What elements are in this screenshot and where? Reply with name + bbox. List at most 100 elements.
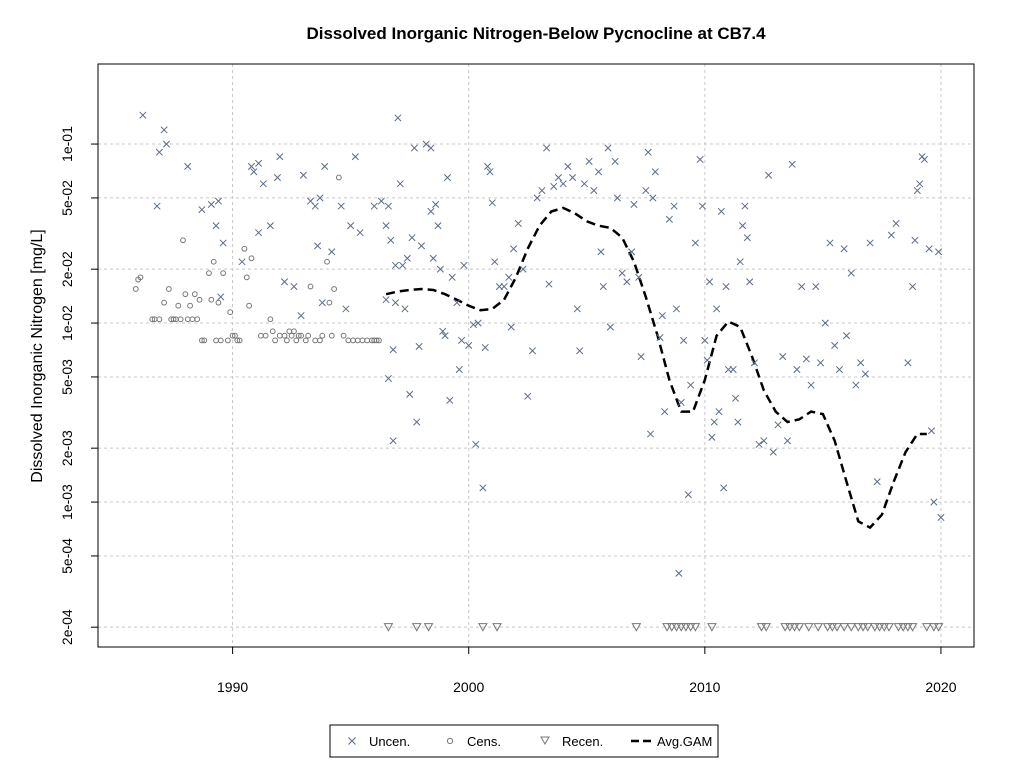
recen-point xyxy=(761,623,772,632)
uncen-point xyxy=(514,219,522,228)
cens-point xyxy=(137,274,144,281)
cens-point xyxy=(177,316,184,323)
uncen-point xyxy=(618,269,626,277)
cens-point xyxy=(208,296,215,303)
uncen-point xyxy=(311,202,319,210)
uncen-point xyxy=(705,278,714,286)
uncen-point xyxy=(545,280,553,288)
cens-point xyxy=(201,337,208,344)
uncen-point xyxy=(238,258,246,266)
cens-point xyxy=(236,337,243,344)
uncen-point xyxy=(528,347,537,355)
uncen-point xyxy=(198,206,206,214)
cens-point xyxy=(317,337,323,344)
uncen-point xyxy=(219,239,227,247)
uncen-point xyxy=(212,222,220,230)
uncen-point xyxy=(812,282,820,291)
recen-point xyxy=(662,623,672,632)
uncen-point xyxy=(342,305,350,313)
x-tick-label: 2010 xyxy=(689,679,720,695)
cens-point xyxy=(229,332,236,339)
cens-point xyxy=(319,332,326,339)
uncen-point xyxy=(904,359,912,367)
cens-point xyxy=(376,337,382,344)
cens-point xyxy=(234,337,241,344)
cens-point xyxy=(246,302,253,309)
uncen-point xyxy=(403,254,411,262)
uncen-point xyxy=(687,381,695,389)
uncen-point xyxy=(250,168,258,176)
uncen-point xyxy=(788,160,796,168)
uncen-point xyxy=(564,162,572,170)
uncen-point xyxy=(604,144,612,152)
cens-point xyxy=(220,270,227,277)
cens-point xyxy=(191,291,198,298)
uncen-point xyxy=(507,323,515,331)
uncen-point xyxy=(816,359,825,367)
uncen-point xyxy=(505,273,513,281)
recen-point xyxy=(884,623,894,632)
legend-uncen-label: Uncen. xyxy=(369,734,410,749)
recen-point xyxy=(780,623,790,632)
uncen-point xyxy=(280,278,289,286)
uncen-point xyxy=(255,159,263,167)
uncen-point xyxy=(524,392,532,400)
recen-point xyxy=(933,623,944,632)
uncen-point xyxy=(384,202,392,210)
uncen-point xyxy=(389,346,397,354)
uncen-point xyxy=(892,219,900,228)
legend-cens-label: Cens. xyxy=(467,734,501,749)
cens-point xyxy=(206,270,212,277)
uncen-point xyxy=(606,323,614,331)
uncen-point xyxy=(599,282,607,291)
uncen-point xyxy=(458,336,466,344)
uncen-point xyxy=(559,180,567,188)
cens-point xyxy=(262,332,269,339)
uncen-point xyxy=(153,202,161,210)
uncen-point xyxy=(746,278,754,286)
recen-point xyxy=(756,623,767,632)
uncen-point xyxy=(472,440,480,448)
cens-point xyxy=(335,174,342,181)
uncen-point xyxy=(861,370,869,378)
uncen-point xyxy=(720,484,728,492)
cens-point xyxy=(373,337,380,344)
uncen-point xyxy=(382,222,390,230)
uncen-point xyxy=(162,140,171,148)
cens-point xyxy=(326,299,333,306)
uncen-point xyxy=(597,248,605,256)
uncen-point xyxy=(347,222,355,230)
uncen-point xyxy=(356,229,364,237)
uncen-point xyxy=(439,327,447,335)
recen-point xyxy=(492,623,502,632)
recen-point xyxy=(690,623,701,632)
uncen-point xyxy=(661,408,669,416)
uncen-point xyxy=(765,171,773,179)
uncen-point xyxy=(644,148,652,156)
uncen-point xyxy=(739,222,747,230)
y-tick-label: 2e-04 xyxy=(59,609,75,645)
uncen-point xyxy=(580,180,588,188)
uncen-point xyxy=(651,168,659,176)
data-points-layer xyxy=(132,111,945,632)
cens-point xyxy=(170,316,177,323)
recen-point xyxy=(681,623,691,632)
cens-point xyxy=(194,316,201,323)
y-tick-label: 1e-01 xyxy=(59,126,75,162)
cens-point xyxy=(331,286,338,292)
uncen-point xyxy=(840,245,848,253)
cens-point xyxy=(227,309,234,316)
uncen-point xyxy=(696,155,704,164)
uncen-point xyxy=(290,282,298,291)
y-tick-label: 5e-03 xyxy=(59,359,75,395)
cens-point xyxy=(241,245,248,252)
cens-point xyxy=(232,332,238,339)
recen-point xyxy=(874,623,885,632)
uncen-point xyxy=(635,273,643,281)
uncen-point xyxy=(937,513,945,522)
uncen-point xyxy=(479,484,487,492)
uncen-point xyxy=(769,448,777,456)
uncen-point xyxy=(713,305,721,313)
uncen-point xyxy=(576,347,584,355)
